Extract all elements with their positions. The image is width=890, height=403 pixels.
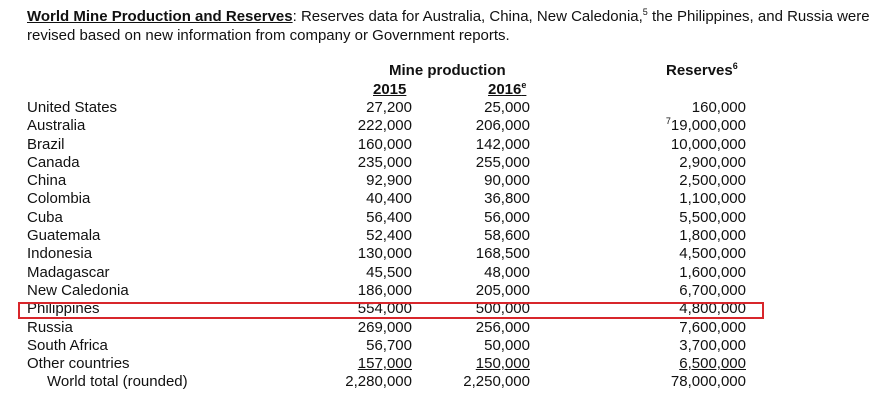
table-row: China 92,900 90,000 2,500,000 [0,172,890,190]
country-cell: Other countries [27,355,130,373]
production-2016-cell: 50,000 [484,336,530,354]
highlight-box [18,302,764,319]
country-cell: Cuba [27,208,63,226]
reserves-header-label: Reserves [666,62,733,79]
reserves-cell: 6,500,000 [679,355,746,373]
production-2015-cell: 157,000 [357,355,412,373]
intro-paragraph: World Mine Production and Reserves: Rese… [27,7,877,45]
reserves-cell: 2,500,000 [679,172,746,190]
production-2015-cell: 130,000 [357,245,412,263]
year-2015-header: 2015 [373,81,407,98]
table-row: Colombia 40,400 36,800 1,100,000 [0,190,890,208]
production-2016-cell: 256,000 [475,318,530,336]
footnote-5: 5 [642,7,648,17]
production-2016-cell: 168,500 [475,245,530,263]
country-cell: Madagascar [27,263,110,281]
year-2016-header: 2016e [488,80,527,99]
production-2015-cell: 186,000 [357,281,412,299]
reserves-cell: 5,500,000 [679,208,746,226]
production-2015-cell: 235,000 [357,153,412,171]
total-2016-cell: 2,250,000 [463,373,530,391]
production-2015-cell: 56,700 [366,336,412,354]
total-2015-cell: 2,280,000 [345,373,412,391]
total-label: World total (rounded) [47,373,188,391]
total-row: World total (rounded) 2,280,000 2,250,00… [0,373,890,391]
total-reserves-cell: 78,000,000 [670,373,746,391]
country-cell: Canada [27,153,80,171]
footnote-6: 6 [732,61,738,71]
mine-production-header: Mine production [389,62,506,79]
table-row: Cuba 56,400 56,000 5,500,000 [0,209,890,227]
reserves-cell: 160,000 [691,99,746,116]
table-row: United States 27,200 25,000 160,000 [0,99,890,117]
country-cell: Indonesia [27,245,93,263]
table-row: Indonesia 130,000 168,500 4,500,000 [0,245,890,263]
reserves-cell: 2,900,000 [679,153,746,171]
table-row: South Africa 56,700 50,000 3,700,000 [0,337,890,355]
production-2015-cell: 40,400 [366,190,412,208]
table-row: Canada 235,000 255,000 2,900,000 [0,154,890,172]
table-row: Madagascar 45,500 48,000 1,600,000 [0,264,890,282]
reserves-cell: 1,600,000 [679,263,746,281]
production-2016-cell: 36,800 [484,190,530,208]
table-row-highlighted: Philippines 554,000 500,000 4,800,000 [0,300,890,318]
table-row: Guatemala 52,400 58,600 1,800,000 [0,227,890,245]
year-2016-label: 2016 [488,81,522,98]
production-2016-cell: 142,000 [475,135,530,153]
production-2016-cell: 206,000 [475,117,530,135]
country-cell: South Africa [27,336,108,354]
production-2015-cell: 222,000 [357,117,412,135]
production-2016-cell: 56,000 [484,208,530,226]
section-title: World Mine Production and Reserves [27,8,293,25]
production-table: United States 27,200 25,000 160,000 Aust… [0,99,890,392]
production-2015-cell: 92,900 [366,172,412,190]
production-2015-cell: 52,400 [366,227,412,245]
production-2016-cell: 150,000 [475,355,530,373]
production-2015-cell: 554,000 [357,300,412,318]
country-cell: Colombia [27,190,91,208]
country-cell: Guatemala [27,227,101,245]
intro-text-b: the Philippines, and Russia were revised… [27,8,870,44]
reserves-header: Reserves6 [666,61,738,80]
country-cell: Brazil [27,135,65,153]
reserves-cell: 719,000,000 [666,117,746,135]
reserves-cell: 4,800,000 [679,300,746,318]
production-2016-cell: 25,000 [484,99,530,116]
production-2016-cell: 205,000 [475,281,530,299]
country-cell: Russia [27,318,73,336]
production-2016-cell: 90,000 [484,172,530,190]
reserves-cell: 3,700,000 [679,336,746,354]
table-row: Other countries 157,000 150,000 6,500,00… [0,355,890,373]
production-2015-cell: 269,000 [357,318,412,336]
country-cell: United States [27,99,118,116]
reserves-cell: 1,100,000 [679,190,746,208]
table-row: Australia 222,000 206,000 719,000,000 [0,117,890,135]
reserves-cell: 4,500,000 [679,245,746,263]
production-2015-cell: 45,500 [366,263,412,281]
production-2015-cell: 27,200 [366,99,412,116]
production-2015-cell: 56,400 [366,208,412,226]
footnote-7: 7 [665,116,671,127]
production-2016-cell: 500,000 [475,300,530,318]
production-2016-cell: 58,600 [484,227,530,245]
reserves-cell: 7,600,000 [679,318,746,336]
reserves-value: 19,000,000 [670,117,746,135]
intro-text-a: : Reserves data for Australia, China, Ne… [292,8,643,25]
table-row: Brazil 160,000 142,000 10,000,000 [0,136,890,154]
country-cell: Philippines [27,300,100,318]
table-row: New Caledonia 186,000 205,000 6,700,000 [0,282,890,300]
country-cell: Australia [27,117,86,135]
production-2015-cell: 160,000 [357,135,412,153]
production-2016-cell: 48,000 [484,263,530,281]
footnote-e: e [521,80,527,90]
country-cell: China [27,172,67,190]
reserves-cell: 10,000,000 [670,135,746,153]
country-cell: New Caledonia [27,281,129,299]
table-row: Russia 269,000 256,000 7,600,000 [0,319,890,337]
production-2016-cell: 255,000 [475,153,530,171]
reserves-cell: 1,800,000 [679,227,746,245]
reserves-cell: 6,700,000 [679,281,746,299]
